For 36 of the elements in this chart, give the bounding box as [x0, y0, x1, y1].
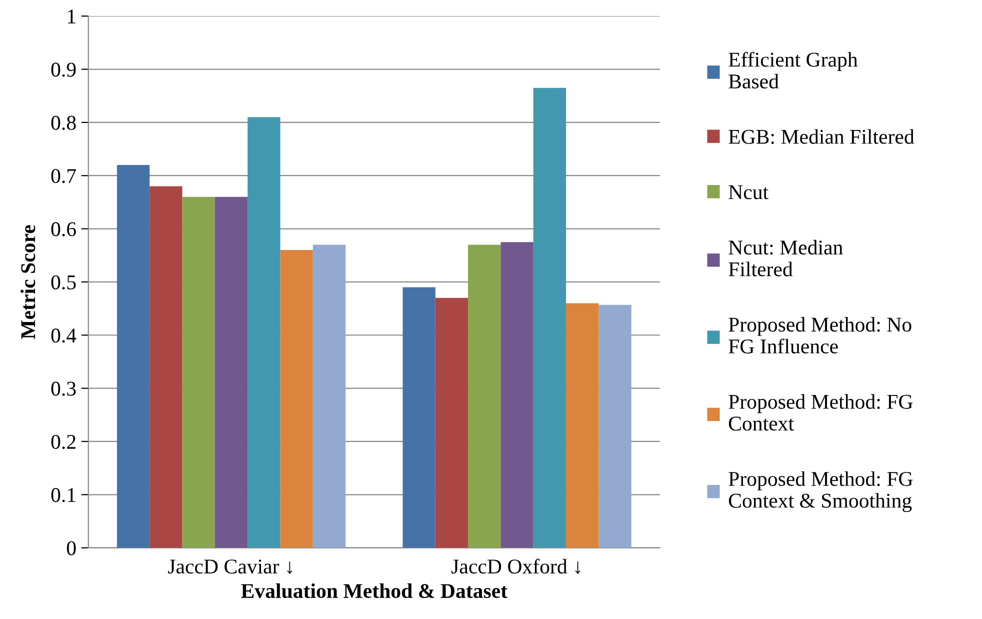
y-tick-label: 0.7: [51, 168, 76, 184]
bar: [182, 196, 215, 548]
bar: [248, 117, 280, 548]
bar: [312, 244, 346, 548]
y-axis-title: Metric Score: [20, 225, 36, 339]
y-tick-label: 0: [66, 541, 76, 556]
legend-label: Proposed Method: FG Context: [728, 394, 913, 431]
y-tick-label: 0.8: [51, 116, 76, 130]
legend-label: EGB: Median Filtered: [728, 129, 914, 144]
legend-label: Proposed Method: No FG Influence: [728, 317, 912, 354]
bar: [116, 164, 150, 548]
bar: [280, 250, 313, 548]
bar: [500, 242, 534, 548]
bar: [468, 244, 501, 548]
y-tick-label: 0.2: [51, 434, 76, 449]
x-tick-label: JaccD Oxford ↓: [452, 558, 580, 574]
y-tick-label: 0.6: [51, 222, 76, 236]
bar: [533, 88, 566, 548]
x-axis-title: Evaluation Method & Dataset: [241, 583, 508, 598]
legend-label: Efficient Graph Based: [728, 52, 858, 89]
y-tick-label: 0.9: [51, 62, 76, 77]
bar: [435, 298, 468, 548]
bar: [150, 186, 182, 548]
y-tick-label: 1: [68, 10, 76, 24]
bar: [598, 304, 632, 548]
bar: [566, 303, 599, 548]
y-tick-label: 0.3: [51, 382, 76, 396]
legend-label: Ncut: [728, 185, 768, 200]
y-tick-label: 0.5: [51, 275, 76, 290]
legend-label: Ncut: Median Filtered: [728, 240, 843, 276]
legend-label: Proposed Method: FG Context & Smoothing: [728, 471, 913, 512]
y-tick-label: 0.1: [51, 488, 76, 502]
x-tick-label: JaccD Caviar ↓: [168, 560, 292, 574]
y-tick-label: 0.4: [51, 328, 76, 343]
bar: [402, 287, 436, 548]
bar: [214, 196, 248, 548]
